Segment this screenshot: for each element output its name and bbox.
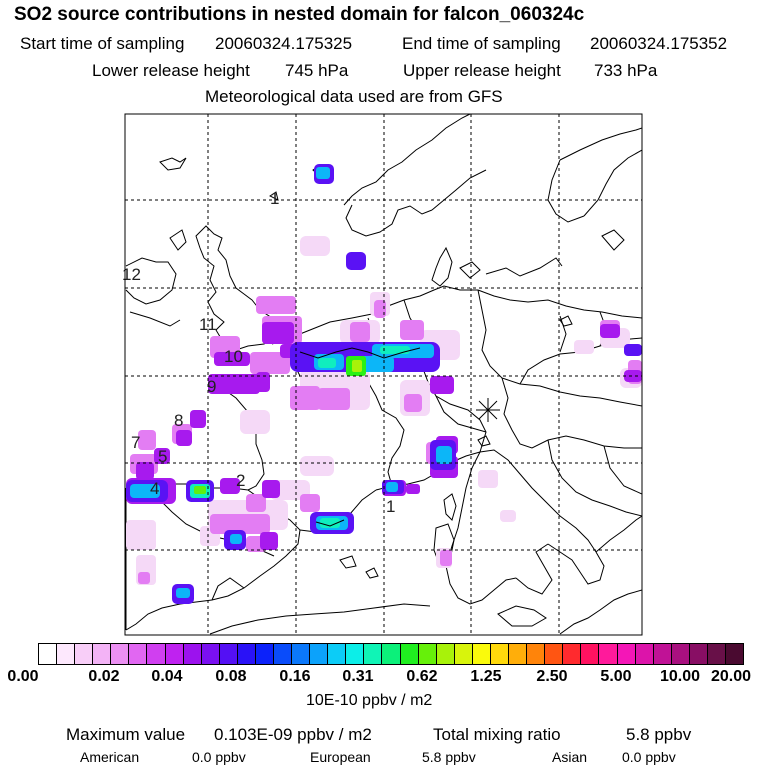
- colorbar-swatch: [418, 644, 437, 664]
- source-value-american: 0.0 ppbv: [192, 749, 246, 765]
- colorbar-swatch: [219, 644, 238, 664]
- colorbar-swatch: [527, 644, 546, 664]
- start-time-label: Start time of sampling: [20, 34, 185, 53]
- concentration-map: 1 2 4 5 7 8 9 10 11 12 1: [122, 113, 643, 636]
- max-value-label: Maximum value: [66, 725, 186, 744]
- track-label: 5: [158, 447, 167, 466]
- colorbar-swatch: [75, 644, 94, 664]
- colorbar-swatch: [93, 644, 112, 664]
- colorbar-swatch: [725, 644, 744, 664]
- colorbar-swatch: [617, 644, 636, 664]
- track-label: 4: [150, 479, 159, 498]
- colorbar-swatch: [599, 644, 618, 664]
- colorbar-tick: 2.50: [536, 668, 568, 685]
- colorbar-tick: 0.16: [279, 668, 311, 685]
- colorbar-swatch: [364, 644, 383, 664]
- lower-release-value: 745 hPa: [285, 61, 349, 80]
- colorbar-swatch: [671, 644, 690, 664]
- colorbar-swatch: [165, 644, 184, 664]
- track-label: 8: [174, 411, 183, 430]
- colorbar-swatch: [129, 644, 148, 664]
- source-name-european: European: [310, 749, 371, 765]
- colorbar-tick: 0.08: [215, 668, 247, 685]
- colorbar-swatch: [563, 644, 582, 664]
- upper-release-label: Upper release height: [403, 61, 561, 80]
- colorbar-swatch: [237, 644, 256, 664]
- colorbar-swatch: [454, 644, 473, 664]
- track-label: 9: [207, 377, 216, 396]
- colorbar-swatch: [274, 644, 293, 664]
- colorbar-tick: 0.02: [88, 668, 120, 685]
- source-name-american: American: [80, 749, 140, 765]
- map-border: [124, 113, 643, 636]
- colorbar-swatch: [509, 644, 528, 664]
- colorbar-swatch: [545, 644, 564, 664]
- upper-release-value: 733 hPa: [594, 61, 658, 80]
- colorbar-tick: 1.25: [470, 668, 502, 685]
- track-label: 11: [199, 315, 217, 334]
- flight-track-labels: 1 2 4 5 7 8 9 10 11 12 1: [122, 189, 395, 516]
- colorbar-swatch: [292, 644, 311, 664]
- plot-title: SO2 source contributions in nested domai…: [14, 4, 585, 25]
- colorbar-swatch: [472, 644, 491, 664]
- colorbar-swatch: [255, 644, 275, 664]
- colorbar-tick: 0.62: [406, 668, 438, 685]
- colorbar-tick: 0.04: [151, 668, 183, 685]
- colorbar-swatch: [653, 644, 672, 664]
- colorbar-units: 10E-10 ppbv / m2: [306, 692, 433, 709]
- colorbar-swatch: [346, 644, 365, 664]
- concentration-cells: [126, 164, 642, 604]
- colorbar-swatch: [201, 644, 220, 664]
- colorbar-swatch: [436, 644, 455, 664]
- colorbar-swatch: [39, 644, 58, 664]
- colorbar-tick: 5.00: [600, 668, 632, 685]
- colorbar-swatch: [707, 644, 726, 664]
- source-value-asian: 0.0 ppbv: [622, 749, 676, 765]
- colorbar-swatch: [183, 644, 202, 664]
- colorbar-swatch: [581, 644, 600, 664]
- colorbar-tick: 20.00: [710, 668, 752, 685]
- colorbar-swatch: [689, 644, 708, 664]
- met-data-note: Meteorological data used are from GFS: [205, 87, 503, 106]
- source-name-asian: Asian: [552, 749, 588, 765]
- colorbar-swatch: [57, 644, 76, 664]
- total-mixing-label: Total mixing ratio: [433, 725, 561, 744]
- colorbar-swatch: [400, 644, 419, 664]
- colorbar-swatch: [147, 644, 166, 664]
- colorbar-swatch: [111, 644, 130, 664]
- color-scale-bar: [38, 643, 744, 665]
- coastline-overlay: [299, 347, 421, 527]
- lat-lon-grid: [125, 114, 642, 635]
- colorbar-swatch: [490, 644, 510, 664]
- colorbar-tick: 0.31: [342, 668, 374, 685]
- source-value-european: 5.8 ppbv: [422, 749, 476, 765]
- track-label: 12: [122, 265, 141, 284]
- colorbar-swatch: [382, 644, 401, 664]
- track-label: 7: [131, 433, 140, 452]
- release-point-asterisk-icon: [476, 398, 500, 422]
- total-mixing-value: 5.8 ppbv: [626, 725, 692, 744]
- colorbar-tick: 10.00: [659, 668, 701, 685]
- end-time-label: End time of sampling: [402, 34, 561, 53]
- track-label: 1: [270, 189, 279, 208]
- colorbar-swatch: [635, 644, 654, 664]
- colorbar-tick: 0.00: [7, 668, 39, 685]
- track-label: 10: [224, 347, 243, 366]
- colorbar-swatch: [310, 644, 329, 664]
- colorbar-swatch: [328, 644, 347, 664]
- lower-release-label: Lower release height: [92, 61, 250, 80]
- end-time-value: 20060324.175352: [590, 34, 728, 53]
- max-value: 0.103E-09 ppbv / m2: [214, 725, 372, 744]
- start-time-value: 20060324.175325: [215, 34, 353, 53]
- track-label: 1: [386, 497, 395, 516]
- track-label: 2: [236, 471, 245, 490]
